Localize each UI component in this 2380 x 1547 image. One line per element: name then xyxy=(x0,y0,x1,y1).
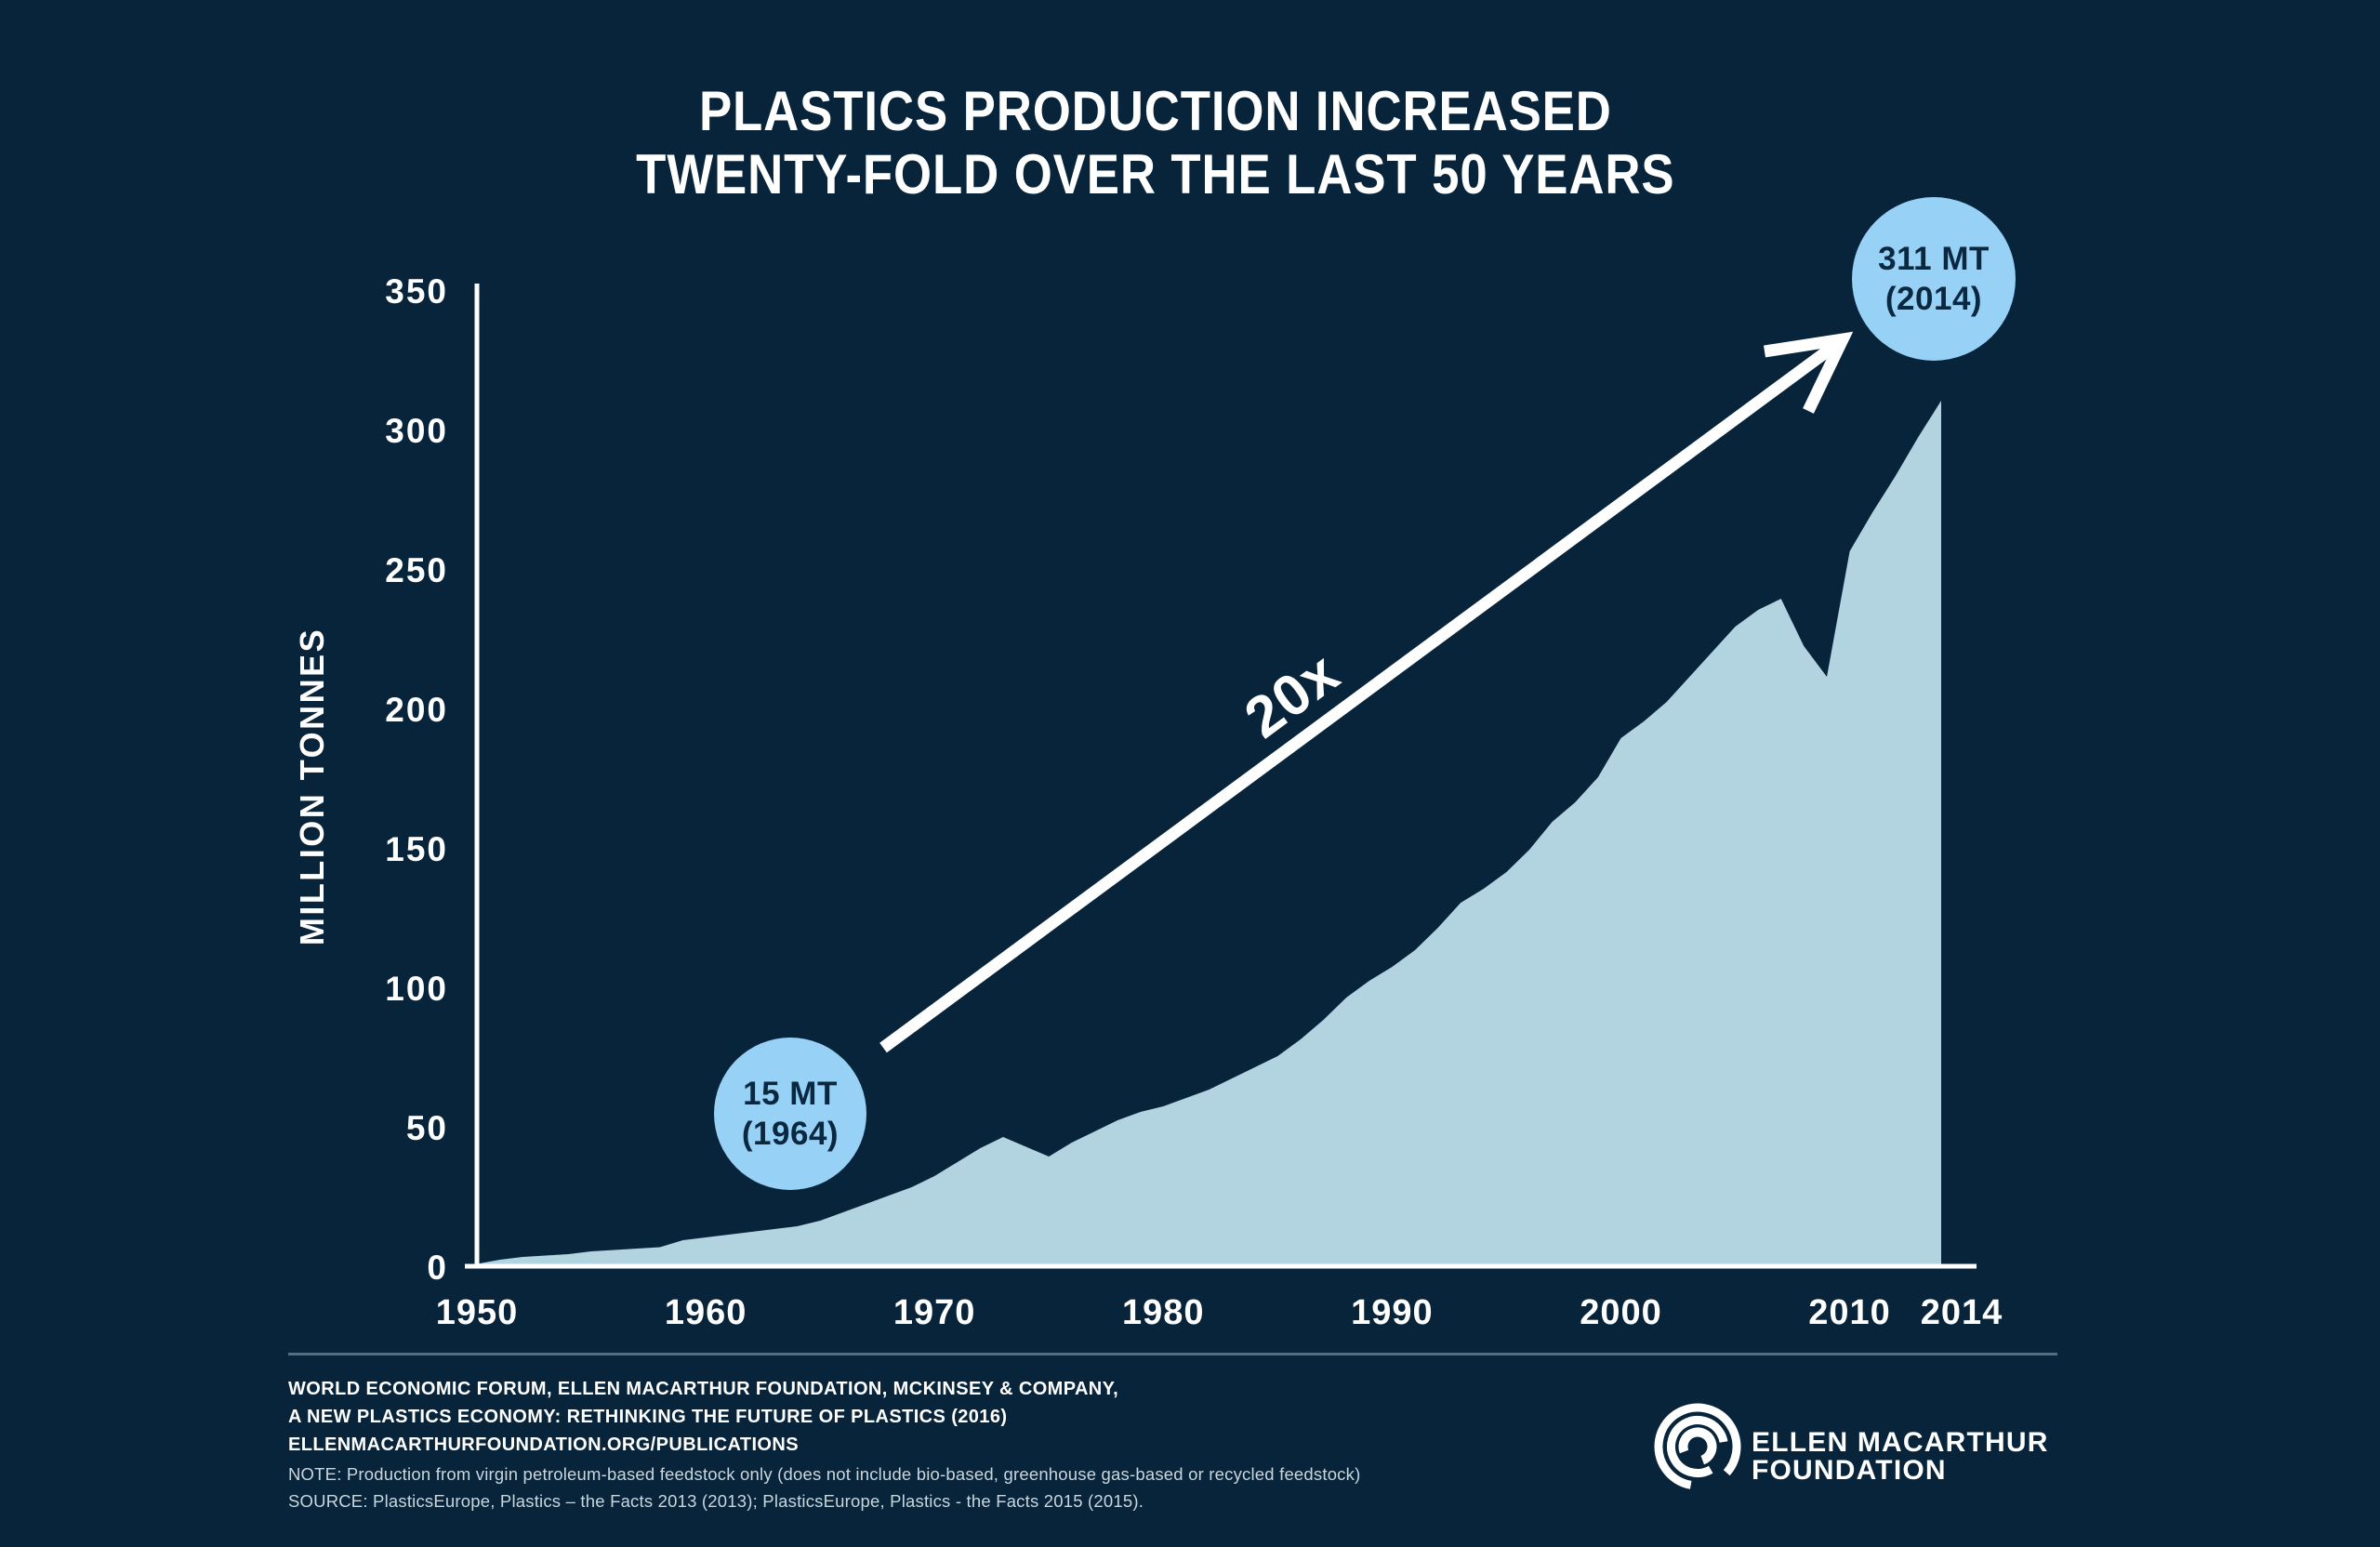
footer-credit-line1: WORLD ECONOMIC FORUM, ELLEN MACARTHUR FO… xyxy=(288,1379,1119,1399)
logo-ring-outer xyxy=(1654,1403,1741,1490)
x-tick-label: 1970 xyxy=(892,1293,976,1332)
chart-title: PLASTICS PRODUCTION INCREASED TWENTY-FOL… xyxy=(0,80,2311,206)
footer-divider xyxy=(288,1353,2057,1355)
ellen-macarthur-foundation-rings-icon xyxy=(1654,1403,1741,1490)
y-tick-label: 250 xyxy=(385,551,448,589)
annotation-bubble-2014: 311 MT (2014) xyxy=(1852,197,2016,361)
logo-ring-middle xyxy=(1667,1416,1728,1477)
x-tick-label: 2000 xyxy=(1580,1293,1662,1332)
x-tick-label: 1980 xyxy=(1122,1293,1205,1332)
annotation-1964-year: (1964) xyxy=(741,1116,840,1152)
footer-credit-line3-publications-url[interactable]: ELLENMACARTHURFOUNDATION.ORG/PUBLICATION… xyxy=(288,1435,799,1455)
x-tick-label: 1960 xyxy=(664,1293,747,1332)
logo-wordmark-line1: ELLEN MACARTHUR xyxy=(1752,1427,2049,1458)
ellen-macarthur-foundation-wordmark: ELLEN MACARTHUR FOUNDATION xyxy=(1752,1429,2049,1485)
x-tick-label: 1950 xyxy=(435,1293,519,1332)
y-tick-label: 150 xyxy=(385,830,448,868)
x-tick-label: 1990 xyxy=(1351,1293,1434,1332)
logo-wordmark-line2: FOUNDATION xyxy=(1752,1455,1947,1486)
annotation-bubble-1964: 15 MT (1964) xyxy=(714,1038,866,1190)
x-tick-label: 2010 xyxy=(1808,1293,1891,1332)
footer-note-line: NOTE: Production from virgin petroleum-b… xyxy=(288,1464,1361,1484)
y-tick-label: 0 xyxy=(427,1249,448,1287)
footer-notes: NOTE: Production from virgin petroleum-b… xyxy=(288,1461,1360,1514)
chart-title-line2: TWENTY-FOLD OVER THE LAST 50 YEARS xyxy=(636,143,1675,205)
annotation-1964-value: 15 MT xyxy=(743,1076,838,1112)
y-tick-label: 200 xyxy=(385,691,448,729)
y-tick-label: 300 xyxy=(385,412,448,450)
growth-arrow-head xyxy=(1764,331,1854,414)
logo-ring-inner xyxy=(1678,1427,1717,1466)
y-tick-label: 350 xyxy=(385,272,448,311)
chart-title-line1: PLASTICS PRODUCTION INCREASED xyxy=(699,80,1612,142)
footer-credits: WORLD ECONOMIC FORUM, ELLEN MACARTHUR FO… xyxy=(288,1375,1118,1459)
annotation-2014-value: 311 MT xyxy=(1878,241,1990,277)
growth-arrow-shaft xyxy=(879,336,1844,1053)
annotation-2014-year: (2014) xyxy=(1884,281,1983,317)
footer-credit-line2: A NEW PLASTICS ECONOMY: RETHINKING THE F… xyxy=(288,1407,1008,1427)
area-series-global-plastics-production xyxy=(477,401,1941,1265)
y-axis-title: MILLION TONNES xyxy=(293,627,331,946)
y-tick-label: 100 xyxy=(385,970,448,1008)
x-tick-label: 2014 xyxy=(1920,1293,2003,1332)
y-tick-label: 50 xyxy=(405,1109,448,1147)
footer-source-line: SOURCE: PlasticsEurope, Plastics – the F… xyxy=(288,1491,1144,1511)
